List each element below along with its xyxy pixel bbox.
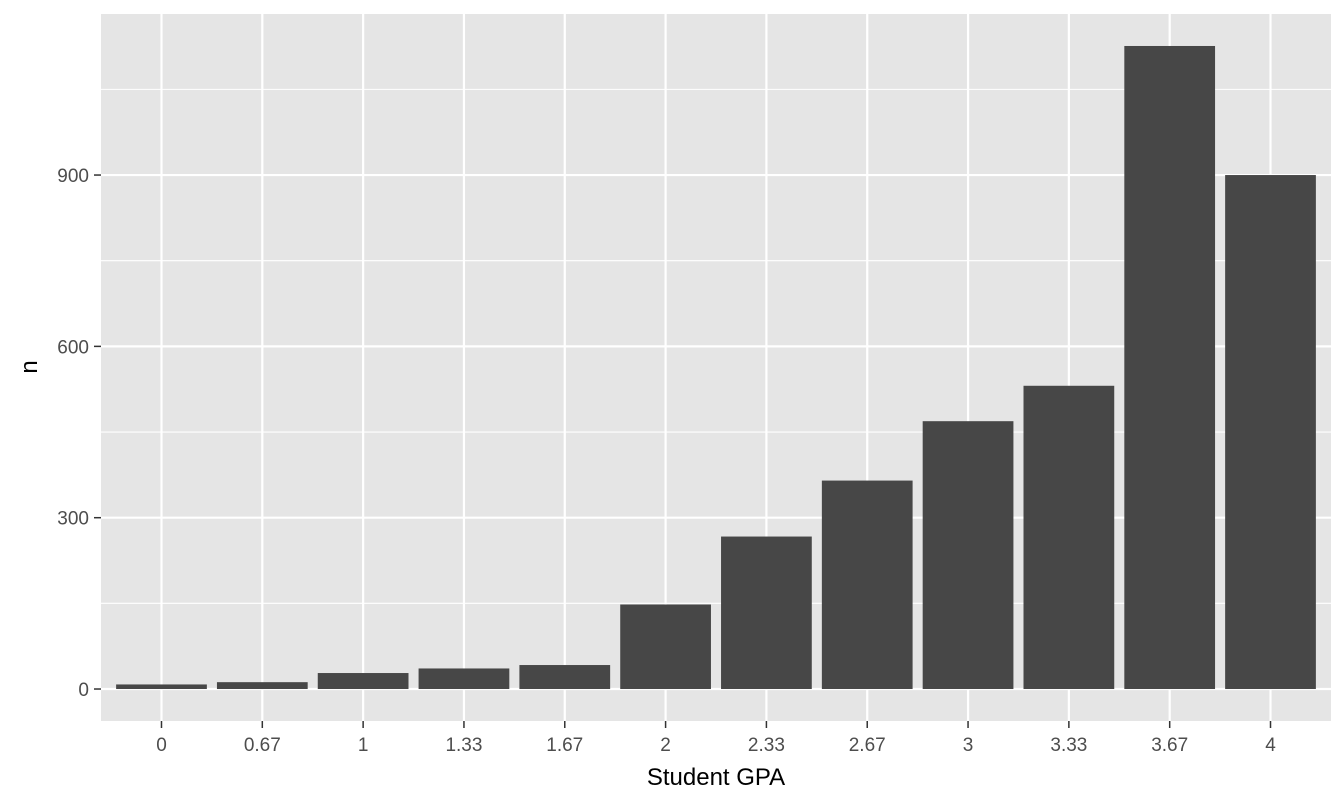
bar-1.33 xyxy=(418,668,510,690)
y-tick-label: 300 xyxy=(57,509,89,530)
x-tick-label: 0.67 xyxy=(244,735,281,756)
x-tick-label: 1.67 xyxy=(546,735,583,756)
y-tick-label: 900 xyxy=(57,166,89,187)
x-tick-label: 2.67 xyxy=(849,735,886,756)
y-axis: 0 300 600 900 xyxy=(57,166,101,701)
bar-0 xyxy=(116,684,207,690)
y-tick-label: 600 xyxy=(57,337,89,358)
x-tick-label: 0 xyxy=(156,735,167,756)
bar-3.33 xyxy=(1023,385,1115,690)
bar-1.67 xyxy=(519,665,611,690)
x-axis: 0 0.67 1 1.33 1.67 2 2.33 2.67 3 3.33 3.67 4 xyxy=(156,721,1276,756)
y-tick-label: 0 xyxy=(78,680,89,701)
bar-4 xyxy=(1225,175,1316,690)
x-tick-label: 4 xyxy=(1265,735,1276,756)
x-tick-label: 1.33 xyxy=(445,735,482,756)
bar-3.67 xyxy=(1124,45,1216,690)
bars xyxy=(116,45,1316,690)
bar-3 xyxy=(922,421,1014,690)
bar-2 xyxy=(620,604,711,690)
x-tick-label: 3.67 xyxy=(1151,735,1188,756)
bar-1 xyxy=(317,673,409,690)
bar-2.67 xyxy=(821,480,913,690)
bar-2.33 xyxy=(721,536,812,690)
bar-0.67 xyxy=(216,682,308,690)
x-tick-label: 1 xyxy=(358,735,369,756)
x-axis-title: Student GPA xyxy=(647,764,785,791)
x-tick-label: 3.33 xyxy=(1050,735,1087,756)
x-tick-label: 2.33 xyxy=(748,735,785,756)
y-axis-title: n xyxy=(16,360,43,373)
x-tick-label: 2 xyxy=(660,735,671,756)
x-tick-label: 3 xyxy=(963,735,974,756)
